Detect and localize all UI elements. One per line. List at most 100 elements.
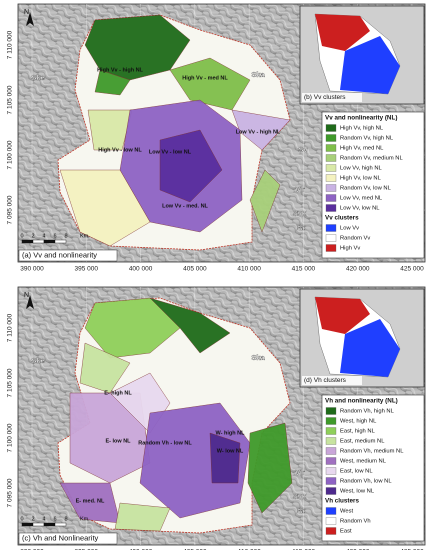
place-label: Ska [251,70,265,79]
legend-swatch [325,407,337,415]
place-label: W- low NL [217,448,244,454]
legend-label: West [340,509,353,515]
legend-label: Random Vv, low NL [340,186,392,192]
inset-cluster [315,297,370,334]
legend-swatch [325,417,337,425]
unit-area [94,69,131,96]
place-label: Low Vv - med. NL [162,203,208,209]
legend-swatch [325,517,337,525]
y-tick-label: 7 095 000 [7,478,14,507]
legend-label: Random Vh [340,519,371,525]
legend-label: Random Vh, high NL [340,409,395,415]
legend-label: Random Vv, high NL [340,136,394,142]
legend-swatch [325,477,337,485]
scale-label: Km [80,516,89,522]
legend-swatch [325,194,337,202]
scale-label: 4 [42,233,45,239]
x-tick-label: 390 000 [20,266,44,273]
y-tick-label: 7 095 000 [7,195,14,224]
x-tick-label: 400 000 [129,549,153,550]
legend-swatch [325,124,337,132]
legend-label: Low Vv [340,226,359,232]
scale-label: 0 [20,516,23,522]
scale-label: 2 [31,516,34,522]
legend-swatch [325,427,337,435]
scale-label: 4 [42,516,45,522]
legend-label: West, medium NL [340,459,387,465]
scale-label: 6 [53,516,56,522]
x-tick-label: 395 000 [75,549,99,550]
place-label: Ska [251,353,265,362]
legend-swatch [325,134,337,142]
x-tick-label: 405 000 [183,549,207,550]
scale-label: 0 [20,233,23,239]
legend-subtitle: Vh clusters [325,498,359,505]
legend-swatch [325,174,337,182]
inset-label: (b) Vv clusters [304,94,346,101]
legend-label: High Vv, low NL [340,176,382,182]
legend-label: Low Vv, low NL [340,206,380,212]
y-tick-label: 7 100 000 [7,423,14,452]
y-tick-label: 7 100 000 [7,140,14,169]
inset-label: (d) Vh clusters [304,377,347,384]
legend-label: East, high NL [340,429,376,435]
unit-area [249,169,281,233]
x-tick-label: 425 000 [400,266,424,273]
legend-box [321,394,425,542]
legend-label: East, medium NL [340,439,385,445]
x-tick-label: 395 000 [75,266,99,273]
scale-label: 6 [53,233,56,239]
legend-swatch [325,164,337,172]
x-tick-label: 410 000 [237,549,261,550]
place-label: High Vv - high NL [97,67,143,73]
map-panel: 390 000 395 000 400 000 405 000 410 000 415 0… [7,286,426,550]
x-tick-label: 390 000 [20,549,44,550]
scale-segment [32,522,45,527]
legend-swatch [325,184,337,192]
y-tick-label: 7 110 000 [7,30,14,59]
legend-label: East [340,529,352,535]
legend-label: West, high NL [340,419,377,425]
legend-swatch [325,507,337,515]
unit-area [139,402,251,519]
legend-label: High Vv, med NL [340,146,384,152]
scale-label: 8 [64,516,67,522]
legend-swatch [325,527,337,535]
legend-label: High Vv, high NL [340,126,384,132]
unit-area [209,432,241,484]
x-tick-label: 420 000 [346,549,370,550]
legend-swatch [325,244,337,252]
place-label: High Vv - med NL [182,75,228,81]
place-label: Vir [295,468,305,477]
place-label: E- low NL [105,438,131,444]
scale-segment [54,239,67,244]
place-label: Fa [296,223,306,232]
y-tick-label: 7 105 000 [7,85,14,114]
legend-label: East, low NL [340,469,373,475]
unit-area [84,14,191,81]
x-tick-label: 425 000 [400,549,424,550]
legend-swatch [325,467,337,475]
x-tick-label: 410 000 [237,266,261,273]
unit-area [59,169,151,247]
panel-label-box [18,532,118,545]
unit-area [114,502,171,532]
x-tick-label: 400 000 [129,266,153,273]
legend-swatch [325,224,337,232]
place-label: Fa [296,506,306,515]
scale-label: 8 [64,233,67,239]
place-label: High Vv - low NL [98,147,142,153]
legend-swatch [325,204,337,212]
legend-label: West, low NL [340,489,375,495]
legend-label: Random Vh, medium NL [340,449,404,455]
map-panel: 390 000 395 000 400 000 405 000 410 000 415 0… [7,3,426,273]
scale-segment [43,239,56,244]
north-label: N [24,292,29,299]
legend-title: Vh and nonlinearity (NL) [325,398,398,405]
x-tick-label: 415 000 [292,266,316,273]
north-label: N [24,9,29,16]
unit-area [87,109,133,151]
x-tick-label: 405 000 [183,266,207,273]
place-label: Sv [298,145,308,154]
